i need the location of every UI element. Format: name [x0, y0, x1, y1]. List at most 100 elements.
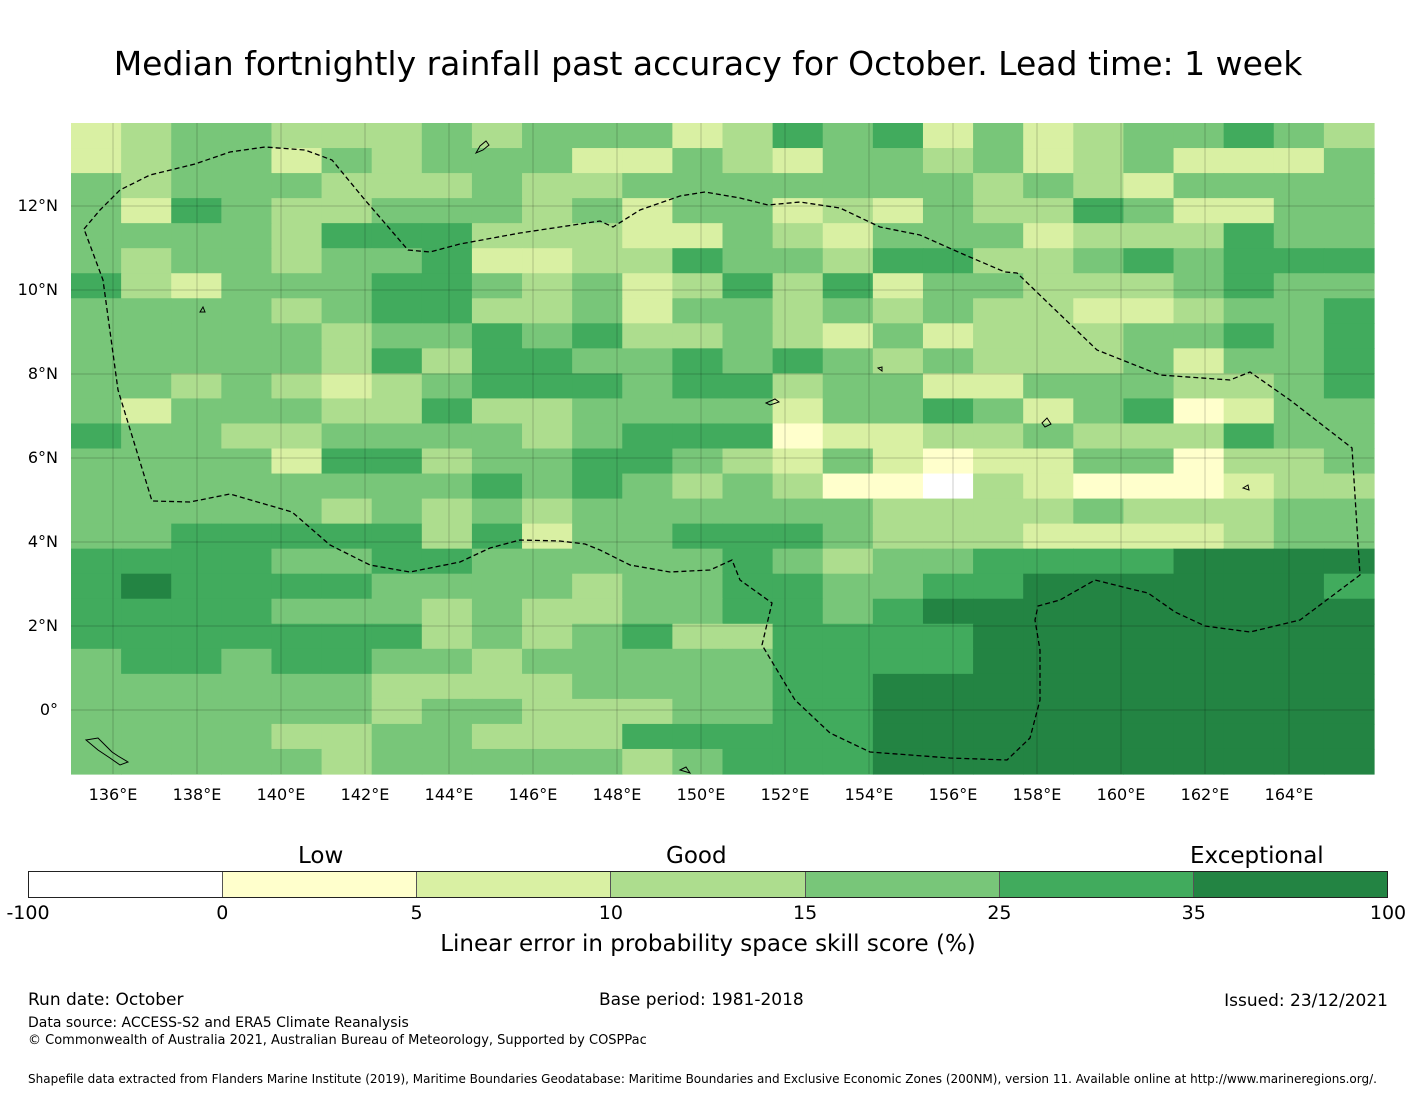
grid-cell: [722, 673, 774, 700]
grid-cell: [1073, 473, 1125, 500]
grid-cell: [371, 673, 423, 700]
grid-cell: [371, 498, 423, 525]
grid-cell: [522, 473, 573, 500]
grid-cell: [722, 623, 774, 650]
grid-cell: [1023, 248, 1074, 274]
grid-cell: [722, 573, 774, 600]
grid-cell: [171, 523, 222, 550]
grid-cell: [1023, 423, 1074, 450]
grid-cell: [1023, 123, 1074, 149]
grid-cell: [922, 123, 974, 149]
grid-cell: [672, 573, 724, 600]
grid-cell: [471, 398, 523, 425]
grid-cell: [572, 298, 623, 324]
grid-cell: [973, 298, 1024, 324]
grid-cell: [872, 523, 924, 550]
grid-cell: [922, 623, 974, 650]
grid-cell: [622, 173, 673, 199]
latitude-label: 0°: [39, 700, 58, 719]
grid-cell: [371, 173, 423, 199]
grid-cell: [1123, 498, 1175, 525]
grid-cell: [1023, 298, 1074, 324]
colorbar-segment: [223, 872, 418, 897]
grid-cell: [421, 398, 473, 425]
grid-cell: [522, 223, 573, 249]
colorbar-segment: [805, 872, 1000, 897]
grid-cell: [71, 723, 122, 750]
grid-cell: [522, 123, 573, 149]
grid-cell: [121, 123, 172, 149]
grid-cell: [973, 598, 1024, 625]
grid-cell: [1273, 373, 1325, 400]
longitude-label: 164°E: [1264, 785, 1314, 804]
grid-cell: [471, 498, 523, 525]
grid-cell: [1123, 473, 1175, 500]
colorbar-tick: 10: [598, 902, 623, 924]
grid-cell: [1273, 198, 1325, 224]
grid-cell: [822, 173, 874, 199]
grid-cell: [1023, 448, 1074, 475]
grid-cell: [171, 423, 222, 450]
grid-cell: [171, 598, 222, 625]
grid-cell: [973, 523, 1024, 550]
grid-cell: [622, 473, 673, 500]
grid-cell: [121, 648, 172, 675]
grid-cell: [471, 698, 523, 725]
grid-cell: [1323, 573, 1375, 600]
grid-cell: [121, 248, 172, 274]
grid-cell: [672, 473, 724, 500]
grid-cell: [772, 473, 824, 500]
grid-cell: [772, 398, 824, 425]
grid-cell: [1073, 548, 1125, 575]
grid-cell: [1223, 323, 1275, 349]
grid-cell: [1323, 273, 1375, 299]
grid-cell: [522, 373, 573, 400]
grid-cell: [421, 623, 473, 650]
grid-cell: [1023, 748, 1074, 775]
grid-cell: [271, 398, 323, 425]
grid-cell: [1023, 623, 1074, 650]
grid-cell: [922, 148, 974, 174]
grid-cell: [1123, 373, 1175, 400]
grid-cell: [722, 248, 774, 274]
grid-cell: [1123, 298, 1175, 324]
grid-cell: [622, 348, 673, 374]
grid-cell: [1073, 448, 1125, 475]
grid-cell: [321, 648, 373, 675]
grid-cell: [421, 373, 473, 400]
grid-cell: [1323, 248, 1375, 274]
longitude-label: 138°E: [172, 785, 222, 804]
grid-cell: [872, 398, 924, 425]
grid-cell: [1073, 248, 1125, 274]
grid-cell: [221, 248, 273, 274]
grid-cell: [572, 198, 623, 224]
grid-cell: [121, 148, 172, 174]
grid-cell: [572, 248, 623, 274]
grid-cell: [1073, 223, 1125, 249]
grid-cell: [672, 298, 724, 324]
grid-cell: [1123, 348, 1175, 374]
grid-cell: [1323, 323, 1375, 349]
grid-cell: [421, 248, 473, 274]
grid-cell: [271, 373, 323, 400]
grid-cell: [973, 448, 1024, 475]
latitude-label: 10°N: [17, 280, 58, 299]
grid-cell: [1223, 673, 1275, 700]
grid-cell: [71, 123, 122, 149]
grid-cell: [522, 423, 573, 450]
grid-cell: [371, 473, 423, 500]
grid-cell: [872, 623, 924, 650]
grid-cell: [822, 448, 874, 475]
grid-cell: [1123, 598, 1175, 625]
grid-cell: [421, 198, 473, 224]
grid-cell: [1023, 373, 1074, 400]
grid-cell: [522, 248, 573, 274]
grid-cell: [221, 173, 273, 199]
grid-cell: [1273, 473, 1325, 500]
grid-cell: [271, 223, 323, 249]
grid-cell: [171, 123, 222, 149]
grid-cell: [421, 748, 473, 775]
grid-cell: [672, 498, 724, 525]
grid-cell: [1223, 148, 1275, 174]
grid-cell: [1273, 173, 1325, 199]
